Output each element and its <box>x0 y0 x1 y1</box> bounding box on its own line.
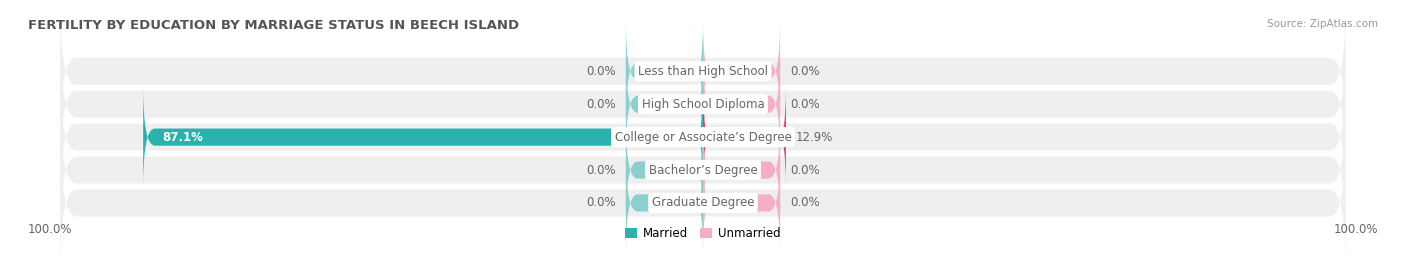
Text: 0.0%: 0.0% <box>586 65 616 78</box>
FancyBboxPatch shape <box>703 119 780 221</box>
Text: 0.0%: 0.0% <box>586 196 616 209</box>
Text: 0.0%: 0.0% <box>790 65 820 78</box>
FancyBboxPatch shape <box>703 54 780 155</box>
FancyBboxPatch shape <box>60 35 1346 173</box>
Text: College or Associate’s Degree: College or Associate’s Degree <box>614 131 792 144</box>
Text: High School Diploma: High School Diploma <box>641 98 765 111</box>
Text: 87.1%: 87.1% <box>163 131 204 144</box>
FancyBboxPatch shape <box>143 86 703 188</box>
FancyBboxPatch shape <box>626 119 703 221</box>
Text: 0.0%: 0.0% <box>586 98 616 111</box>
FancyBboxPatch shape <box>60 134 1346 268</box>
Text: 100.0%: 100.0% <box>1333 224 1378 236</box>
Text: Less than High School: Less than High School <box>638 65 768 78</box>
FancyBboxPatch shape <box>626 21 703 122</box>
FancyBboxPatch shape <box>703 152 780 254</box>
Text: 0.0%: 0.0% <box>790 98 820 111</box>
FancyBboxPatch shape <box>703 86 786 188</box>
FancyBboxPatch shape <box>626 152 703 254</box>
Legend: Married, Unmarried: Married, Unmarried <box>620 222 786 245</box>
FancyBboxPatch shape <box>60 68 1346 206</box>
Text: 0.0%: 0.0% <box>790 196 820 209</box>
FancyBboxPatch shape <box>60 101 1346 239</box>
FancyBboxPatch shape <box>703 21 780 122</box>
Text: 0.0%: 0.0% <box>586 163 616 177</box>
Text: 12.9%: 12.9% <box>796 131 832 144</box>
Text: FERTILITY BY EDUCATION BY MARRIAGE STATUS IN BEECH ISLAND: FERTILITY BY EDUCATION BY MARRIAGE STATU… <box>28 19 519 32</box>
Text: 100.0%: 100.0% <box>28 224 73 236</box>
Text: Source: ZipAtlas.com: Source: ZipAtlas.com <box>1267 19 1378 29</box>
Text: 0.0%: 0.0% <box>790 163 820 177</box>
Text: Graduate Degree: Graduate Degree <box>652 196 754 209</box>
FancyBboxPatch shape <box>60 2 1346 140</box>
Text: Bachelor’s Degree: Bachelor’s Degree <box>648 163 758 177</box>
FancyBboxPatch shape <box>626 54 703 155</box>
